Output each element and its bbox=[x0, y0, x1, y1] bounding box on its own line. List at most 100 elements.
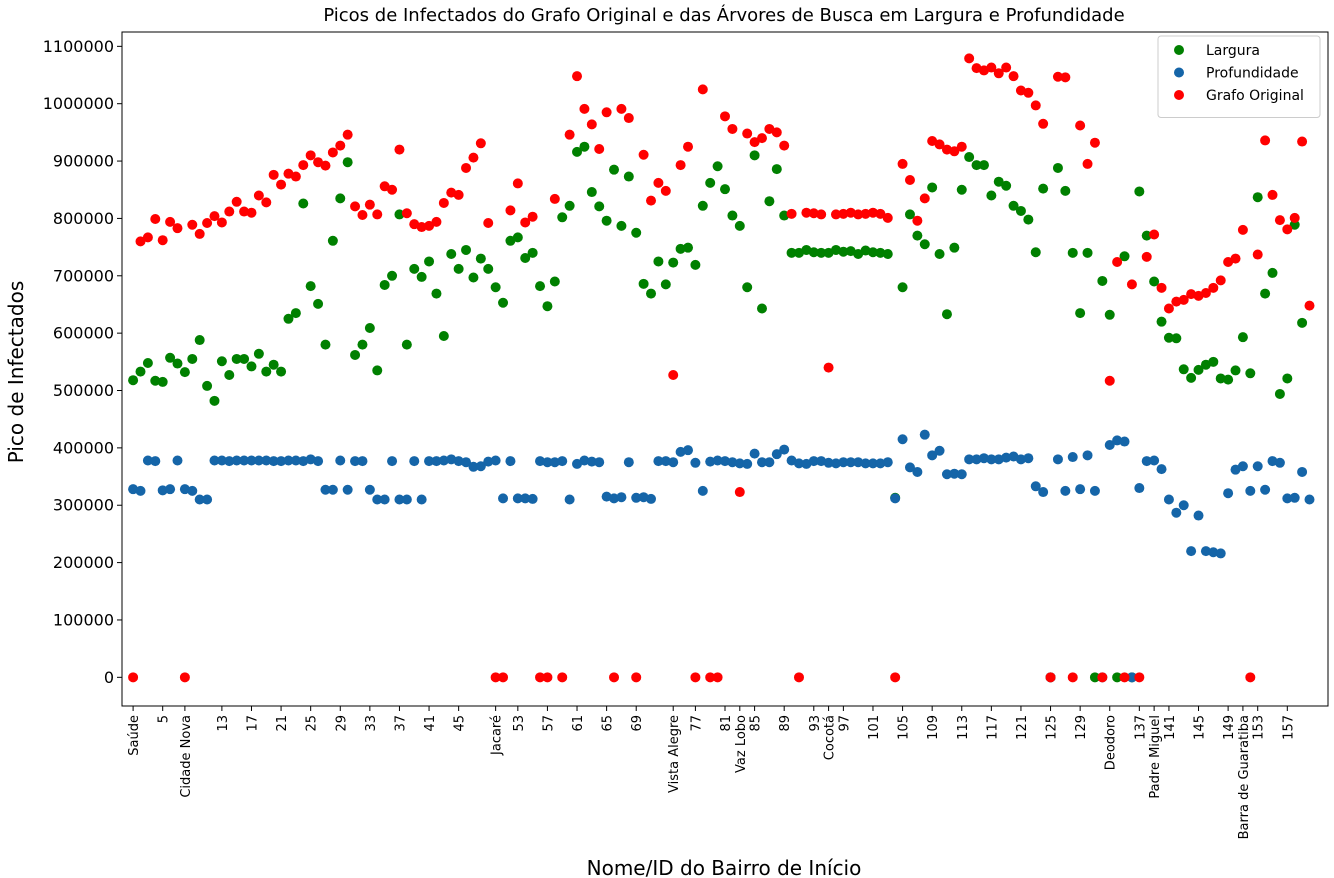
x-tick-label: 45 bbox=[453, 715, 468, 732]
data-point bbox=[1245, 368, 1256, 379]
data-point bbox=[742, 282, 753, 293]
data-point bbox=[712, 161, 723, 172]
data-point bbox=[246, 207, 257, 218]
data-point bbox=[853, 209, 864, 220]
data-point bbox=[1134, 483, 1145, 494]
data-point bbox=[128, 672, 139, 683]
y-tick-label: 800000 bbox=[53, 209, 114, 228]
data-point bbox=[1186, 372, 1197, 383]
x-tick-label: 109 bbox=[926, 715, 941, 740]
data-point bbox=[727, 457, 738, 468]
data-point bbox=[690, 259, 701, 270]
data-point bbox=[194, 335, 205, 346]
data-point bbox=[1104, 440, 1115, 450]
x-tick-label: 69 bbox=[630, 715, 645, 732]
x-tick-label: 85 bbox=[749, 715, 764, 732]
data-point bbox=[350, 201, 361, 212]
data-point bbox=[187, 219, 198, 230]
x-tick-label: 129 bbox=[1074, 715, 1089, 740]
data-point bbox=[357, 209, 368, 220]
y-tick-label: 500000 bbox=[53, 381, 114, 400]
data-point bbox=[1082, 158, 1093, 169]
data-point bbox=[623, 113, 634, 124]
x-tick-label: 17 bbox=[245, 715, 260, 732]
data-point bbox=[1267, 267, 1278, 278]
data-point bbox=[372, 494, 383, 505]
data-point bbox=[1223, 374, 1234, 385]
x-tick-label: 37 bbox=[393, 715, 408, 732]
data-point bbox=[1289, 212, 1300, 223]
data-point bbox=[683, 445, 694, 456]
data-point bbox=[564, 200, 575, 211]
data-point bbox=[313, 298, 324, 309]
data-point bbox=[1163, 332, 1174, 343]
data-point bbox=[631, 672, 642, 683]
data-point bbox=[586, 119, 597, 130]
data-point bbox=[142, 232, 153, 243]
data-point bbox=[808, 456, 819, 467]
data-point bbox=[1297, 466, 1308, 477]
data-point bbox=[342, 484, 353, 495]
data-point bbox=[505, 205, 516, 216]
data-point bbox=[779, 444, 790, 455]
x-tick-label: 29 bbox=[334, 715, 349, 732]
data-point bbox=[1023, 453, 1034, 464]
data-point bbox=[172, 358, 183, 369]
data-point bbox=[320, 160, 331, 171]
x-tick-label: 97 bbox=[837, 715, 852, 732]
legend-label: Grafo Original bbox=[1206, 88, 1304, 104]
data-point bbox=[372, 365, 383, 376]
data-point bbox=[350, 456, 361, 467]
data-point bbox=[216, 356, 227, 367]
data-point bbox=[1067, 452, 1078, 463]
data-point bbox=[971, 160, 982, 171]
data-point bbox=[209, 455, 220, 466]
data-point bbox=[631, 227, 642, 238]
data-point bbox=[978, 160, 989, 171]
data-point bbox=[1237, 332, 1248, 343]
data-point bbox=[438, 197, 449, 208]
data-point bbox=[1141, 230, 1152, 241]
x-tick-label: 81 bbox=[719, 715, 734, 732]
x-tick-label: 153 bbox=[1252, 715, 1267, 740]
data-point bbox=[327, 235, 338, 246]
data-point bbox=[727, 123, 738, 134]
data-point bbox=[453, 263, 464, 274]
data-point bbox=[1208, 282, 1219, 293]
data-point bbox=[520, 493, 531, 504]
data-point bbox=[357, 456, 368, 467]
data-point bbox=[690, 457, 701, 468]
data-point bbox=[964, 53, 975, 64]
x-tick-label: 93 bbox=[808, 715, 823, 732]
data-point bbox=[845, 457, 856, 468]
data-point bbox=[320, 484, 331, 495]
data-point bbox=[897, 282, 908, 293]
data-point bbox=[1119, 251, 1130, 262]
data-point bbox=[1193, 364, 1204, 375]
data-point bbox=[468, 461, 479, 472]
x-tick-label: 117 bbox=[985, 715, 1000, 740]
data-point bbox=[564, 129, 575, 140]
data-point bbox=[535, 281, 546, 292]
data-point bbox=[705, 177, 716, 188]
data-point bbox=[1001, 180, 1012, 191]
data-point bbox=[542, 672, 553, 683]
data-point bbox=[771, 127, 782, 138]
data-point bbox=[1112, 672, 1123, 683]
data-point bbox=[579, 141, 590, 152]
data-point bbox=[498, 672, 509, 683]
data-point bbox=[549, 193, 560, 204]
data-point bbox=[867, 207, 878, 218]
data-point bbox=[424, 220, 435, 231]
data-point bbox=[616, 492, 627, 503]
data-point bbox=[756, 457, 767, 468]
data-point bbox=[453, 189, 464, 200]
data-point bbox=[609, 164, 620, 175]
data-point bbox=[431, 456, 442, 467]
x-tick-label: 125 bbox=[1045, 715, 1060, 740]
data-point bbox=[964, 454, 975, 465]
data-point bbox=[668, 457, 679, 468]
data-point bbox=[416, 222, 427, 233]
data-point bbox=[268, 169, 279, 180]
data-point bbox=[631, 492, 642, 503]
